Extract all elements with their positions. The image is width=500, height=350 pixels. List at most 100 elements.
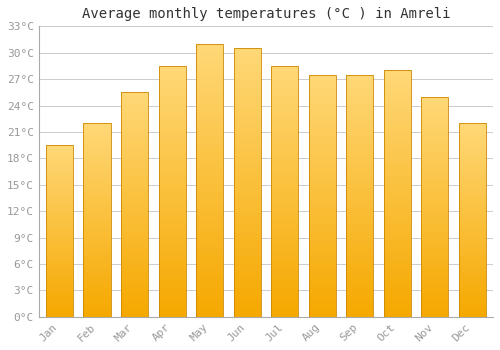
Bar <box>196 235 223 238</box>
Bar <box>84 288 110 290</box>
Bar <box>459 309 486 312</box>
Bar <box>121 249 148 252</box>
Bar <box>308 238 336 241</box>
Bar <box>422 166 448 168</box>
Bar <box>422 251 448 253</box>
Bar <box>196 307 223 310</box>
Bar <box>234 186 260 189</box>
Bar <box>384 89 411 92</box>
Bar <box>84 181 110 184</box>
Bar <box>422 292 448 295</box>
Bar <box>308 311 336 314</box>
Bar <box>158 78 186 82</box>
Bar <box>84 283 110 285</box>
Bar <box>308 226 336 229</box>
Bar <box>271 163 298 166</box>
Bar <box>271 150 298 154</box>
Bar <box>384 286 411 289</box>
Bar <box>234 230 260 233</box>
Bar <box>234 199 260 203</box>
Bar <box>384 212 411 215</box>
Bar <box>308 102 336 105</box>
Bar <box>46 180 73 182</box>
Bar <box>308 111 336 114</box>
Bar <box>346 123 374 126</box>
Bar <box>422 262 448 265</box>
Bar <box>46 237 73 239</box>
Bar <box>308 177 336 181</box>
Bar <box>459 285 486 288</box>
Bar <box>84 152 110 155</box>
Bar <box>384 70 411 317</box>
Bar <box>271 85 298 88</box>
Bar <box>271 207 298 210</box>
Bar <box>121 283 148 286</box>
Bar <box>158 257 186 260</box>
Bar <box>84 307 110 309</box>
Bar <box>121 306 148 308</box>
Bar <box>384 218 411 221</box>
Bar <box>271 241 298 245</box>
Bar <box>46 154 73 156</box>
Bar <box>84 176 110 179</box>
Bar <box>46 289 73 291</box>
Bar <box>384 135 411 138</box>
Bar <box>459 212 486 215</box>
Bar <box>346 156 374 160</box>
Bar <box>84 167 110 169</box>
Bar <box>121 303 148 306</box>
Bar <box>234 162 260 166</box>
Bar <box>346 138 374 141</box>
Bar <box>346 308 374 311</box>
Bar <box>46 263 73 265</box>
Bar <box>459 239 486 242</box>
Bar <box>271 166 298 169</box>
Bar <box>271 185 298 188</box>
Bar <box>308 289 336 293</box>
Bar <box>384 255 411 258</box>
Bar <box>308 105 336 108</box>
Bar <box>346 259 374 262</box>
Bar <box>84 295 110 298</box>
Bar <box>346 253 374 256</box>
Bar <box>196 259 223 262</box>
Bar <box>308 256 336 259</box>
Bar <box>84 271 110 273</box>
Bar <box>271 75 298 78</box>
Bar <box>346 159 374 162</box>
Bar <box>384 110 411 113</box>
Bar <box>346 166 374 168</box>
Bar <box>121 92 148 317</box>
Bar <box>346 289 374 293</box>
Bar <box>346 299 374 302</box>
Bar <box>196 71 223 75</box>
Bar <box>121 146 148 148</box>
Bar <box>84 230 110 232</box>
Bar <box>121 269 148 272</box>
Bar <box>46 173 73 175</box>
Bar <box>196 252 223 256</box>
Bar <box>271 248 298 251</box>
Bar <box>234 233 260 236</box>
Bar <box>121 176 148 179</box>
Bar <box>196 139 223 143</box>
Bar <box>384 187 411 190</box>
Bar <box>158 94 186 97</box>
Bar <box>384 117 411 120</box>
Bar <box>121 314 148 317</box>
Bar <box>46 186 73 188</box>
Bar <box>196 282 223 286</box>
Bar <box>121 185 148 188</box>
Bar <box>308 217 336 220</box>
Bar <box>234 58 260 62</box>
Bar <box>121 241 148 244</box>
Bar <box>346 99 374 102</box>
Bar <box>158 66 186 317</box>
Bar <box>121 199 148 202</box>
Bar <box>158 314 186 317</box>
Bar <box>121 264 148 266</box>
Bar <box>46 164 73 167</box>
Bar <box>346 229 374 232</box>
Bar <box>121 165 148 168</box>
Bar <box>234 287 260 290</box>
